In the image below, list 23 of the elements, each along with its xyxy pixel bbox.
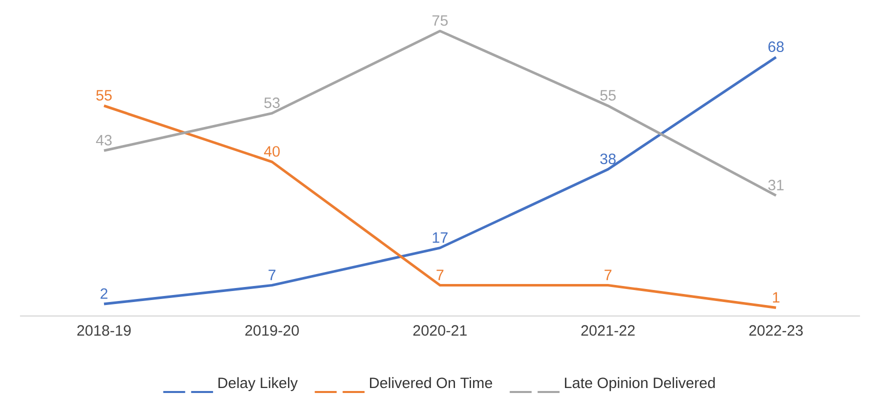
data-label: 31 [768, 180, 784, 190]
data-label: 38 [600, 154, 616, 164]
legend-label: Late Opinion Delivered [564, 377, 715, 392]
data-label: 75 [432, 15, 448, 26]
data-label: 55 [96, 90, 112, 101]
x-tick-label: 2020-21 [413, 325, 467, 336]
x-tick-label: 2021-22 [581, 325, 635, 336]
data-label: 7 [604, 270, 612, 280]
data-label: 2 [100, 288, 108, 299]
x-tick-label: 2019-20 [245, 325, 299, 336]
legend-label: Delivered On Time [370, 377, 492, 388]
data-label: 17 [432, 232, 448, 243]
data-label: 55 [600, 90, 616, 101]
data-label: 7 [268, 270, 276, 280]
data-label: 1 [772, 292, 780, 303]
data-label: 43 [96, 134, 112, 146]
data-label: 68 [768, 41, 784, 52]
x-tick-label: 2018-19 [77, 325, 131, 336]
data-label: 7 [436, 270, 444, 280]
legend-label: Delay Likely [218, 377, 298, 392]
data-label: 53 [264, 97, 280, 108]
data-label: 40 [264, 146, 280, 157]
x-tick-label: 2022-23 [749, 325, 803, 336]
